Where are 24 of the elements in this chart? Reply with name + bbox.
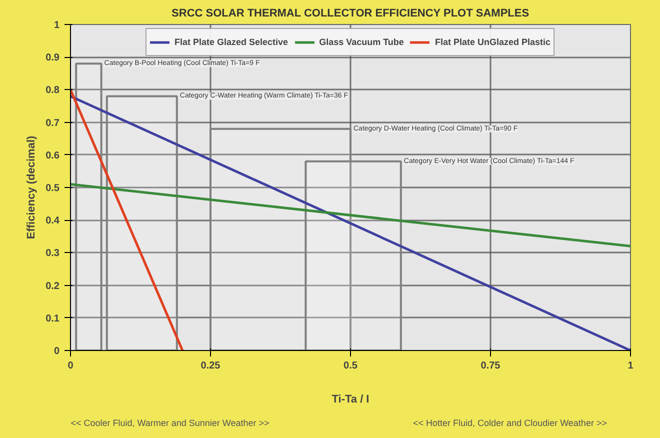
y-tick-label: 0.2 bbox=[46, 280, 60, 292]
y-tick-label: 0.4 bbox=[46, 216, 60, 227]
y-tick-label: 0.7 bbox=[46, 118, 60, 129]
y-tick-label: 0 bbox=[54, 346, 60, 357]
y-tick-label: 0.6 bbox=[46, 150, 60, 162]
text: << Cooler Fluid, Warmer and Sunnier Weather >> bbox=[70, 417, 270, 430]
y-tick-label: 0.8 bbox=[46, 85, 60, 96]
legend-label: Glass Vacuum Tube bbox=[319, 37, 404, 47]
chart-title: SRCC SOLAR THERMAL COLLECTOR EFFICIENCY PLOT SAMPLES bbox=[172, 8, 530, 20]
x-tick-label: 0.5 bbox=[344, 360, 358, 372]
x-tick-label: 0.75 bbox=[480, 360, 501, 372]
y-tick-label: 0.3 bbox=[46, 248, 60, 260]
y-tick-label: 0.9 bbox=[46, 52, 60, 64]
x-axis-title: Ti-Ta / I bbox=[332, 394, 370, 406]
text: << Hotter Fluid, Colder and Cloudier Weather >> bbox=[413, 417, 607, 430]
x-tick-label: 1 bbox=[628, 360, 634, 372]
y-tick-label: 0.1 bbox=[46, 313, 60, 324]
x-tick-label: 0 bbox=[68, 360, 74, 372]
y-tick-label: 1 bbox=[54, 20, 60, 31]
y-tick-label: 0.5 bbox=[46, 183, 60, 194]
legend-label: Flat Plate Glazed Selective bbox=[174, 37, 288, 47]
y-axis-title: Efficiency (decimal) bbox=[26, 136, 38, 240]
x-tick-label: 0.25 bbox=[200, 360, 221, 372]
legend-label: Flat Plate UnGlazed Plastic bbox=[434, 37, 550, 47]
